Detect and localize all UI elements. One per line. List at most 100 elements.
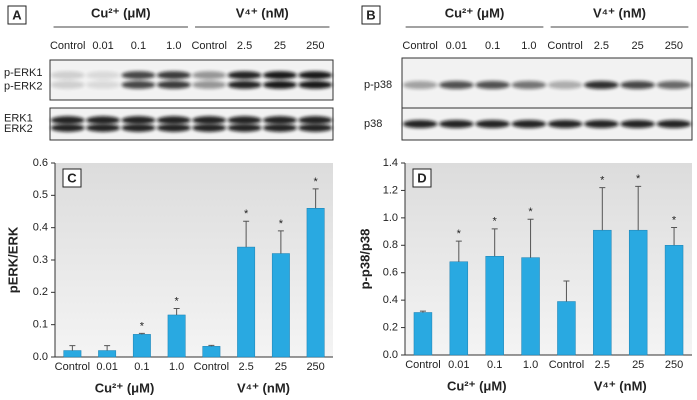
row-label: ERK1: [4, 113, 33, 125]
band: [475, 120, 511, 128]
significance: *: [140, 320, 145, 332]
bar: [521, 257, 540, 356]
significance: *: [244, 208, 249, 220]
y-tick-label: 0.1: [33, 319, 48, 331]
bar: [485, 256, 504, 356]
bar: [413, 312, 433, 356]
y-tick-label: 0.4: [383, 294, 398, 306]
lane-label: 1.0: [166, 40, 181, 52]
x-tick-label: 2.5: [238, 361, 253, 373]
error-bar: [69, 345, 76, 351]
band: [298, 71, 333, 80]
band: [547, 81, 583, 89]
significance: *: [493, 216, 498, 228]
y-tick-label: 0.6: [33, 157, 48, 169]
x-tick-label: 2.5: [595, 359, 610, 371]
band: [156, 80, 191, 89]
panel-label: D: [417, 170, 426, 185]
bar: [557, 301, 576, 356]
group-label: V⁴⁺ (nM): [237, 380, 290, 395]
bar: [271, 253, 290, 358]
lane-label: Control: [50, 40, 85, 52]
band: [298, 116, 333, 125]
group-header: V⁴⁺ (nM): [236, 5, 289, 20]
row-label: p-ERK2: [4, 81, 43, 93]
group-label: Cu²⁺ (μM): [447, 378, 507, 393]
bar: [306, 208, 325, 358]
y-tick-label: 0.0: [383, 349, 398, 361]
band: [156, 123, 191, 132]
band: [86, 116, 121, 125]
error-bar: [104, 345, 111, 351]
x-tick-label: 1.0: [169, 361, 184, 373]
x-tick-label: 0.1: [134, 361, 149, 373]
significance: *: [457, 228, 462, 240]
x-tick-label: 250: [306, 361, 324, 373]
lane-label: 1.0: [521, 40, 536, 52]
band: [86, 123, 121, 132]
band: [656, 81, 692, 89]
group-header: Cu²⁺ (μM): [91, 5, 151, 20]
error-bar: [419, 310, 426, 313]
group-header: V⁴⁺ (nM): [593, 5, 646, 20]
error-bar: [208, 344, 215, 347]
error-bar: [455, 240, 462, 262]
x-tick-label: 0.1: [487, 359, 502, 371]
y-tick-label: 0.8: [383, 239, 398, 251]
band: [438, 81, 474, 89]
band: [192, 116, 227, 125]
y-tick-label: 1.0: [383, 212, 398, 224]
x-tick-label: 250: [665, 359, 683, 371]
bar: [237, 246, 256, 358]
y-tick-label: 0.2: [33, 286, 48, 298]
band: [438, 120, 474, 128]
bar: [132, 334, 151, 358]
band: [547, 120, 583, 128]
band: [227, 123, 262, 132]
row-label: p38: [364, 118, 382, 130]
band: [511, 81, 547, 89]
band: [298, 123, 333, 132]
y-axis-label: pERK/ERK: [5, 226, 20, 293]
y-tick-label: 1.2: [383, 184, 398, 196]
y-tick-label: 0.4: [33, 222, 48, 234]
bar: [449, 261, 469, 356]
band: [121, 123, 156, 132]
plot-area: [405, 163, 692, 355]
y-tick-label: 0.0: [33, 351, 48, 363]
significance: *: [313, 176, 318, 188]
x-tick-label: 25: [275, 361, 287, 373]
band: [262, 116, 297, 125]
panel-label-box: [412, 168, 432, 188]
lane-label: Control: [191, 40, 226, 52]
panel-label: C: [67, 170, 77, 185]
band: [192, 80, 227, 89]
y-tick-label: 0.5: [33, 189, 48, 201]
error-bar: [635, 185, 642, 231]
band: [402, 81, 438, 89]
band: [227, 116, 262, 125]
x-tick-label: Control: [549, 359, 584, 371]
band: [121, 80, 156, 89]
bar: [167, 314, 186, 358]
lane-label: 250: [306, 40, 324, 52]
lane-label: 2.5: [237, 40, 252, 52]
significance: *: [636, 173, 641, 185]
x-tick-label: Control: [55, 361, 90, 373]
panel-label: B: [366, 7, 375, 22]
lane-label: 250: [665, 40, 683, 52]
lane-label: 25: [274, 40, 286, 52]
blot: [49, 107, 334, 141]
band: [50, 71, 85, 80]
band: [262, 80, 297, 89]
band: [86, 80, 121, 89]
band: [656, 120, 692, 128]
plot-area: [55, 163, 333, 357]
band: [262, 123, 297, 132]
lane-label: Control: [402, 40, 437, 52]
significance: *: [279, 218, 284, 230]
error-bar: [563, 280, 570, 302]
error-bar: [138, 332, 145, 335]
y-tick-label: 1.4: [383, 157, 398, 169]
bar: [202, 346, 221, 358]
